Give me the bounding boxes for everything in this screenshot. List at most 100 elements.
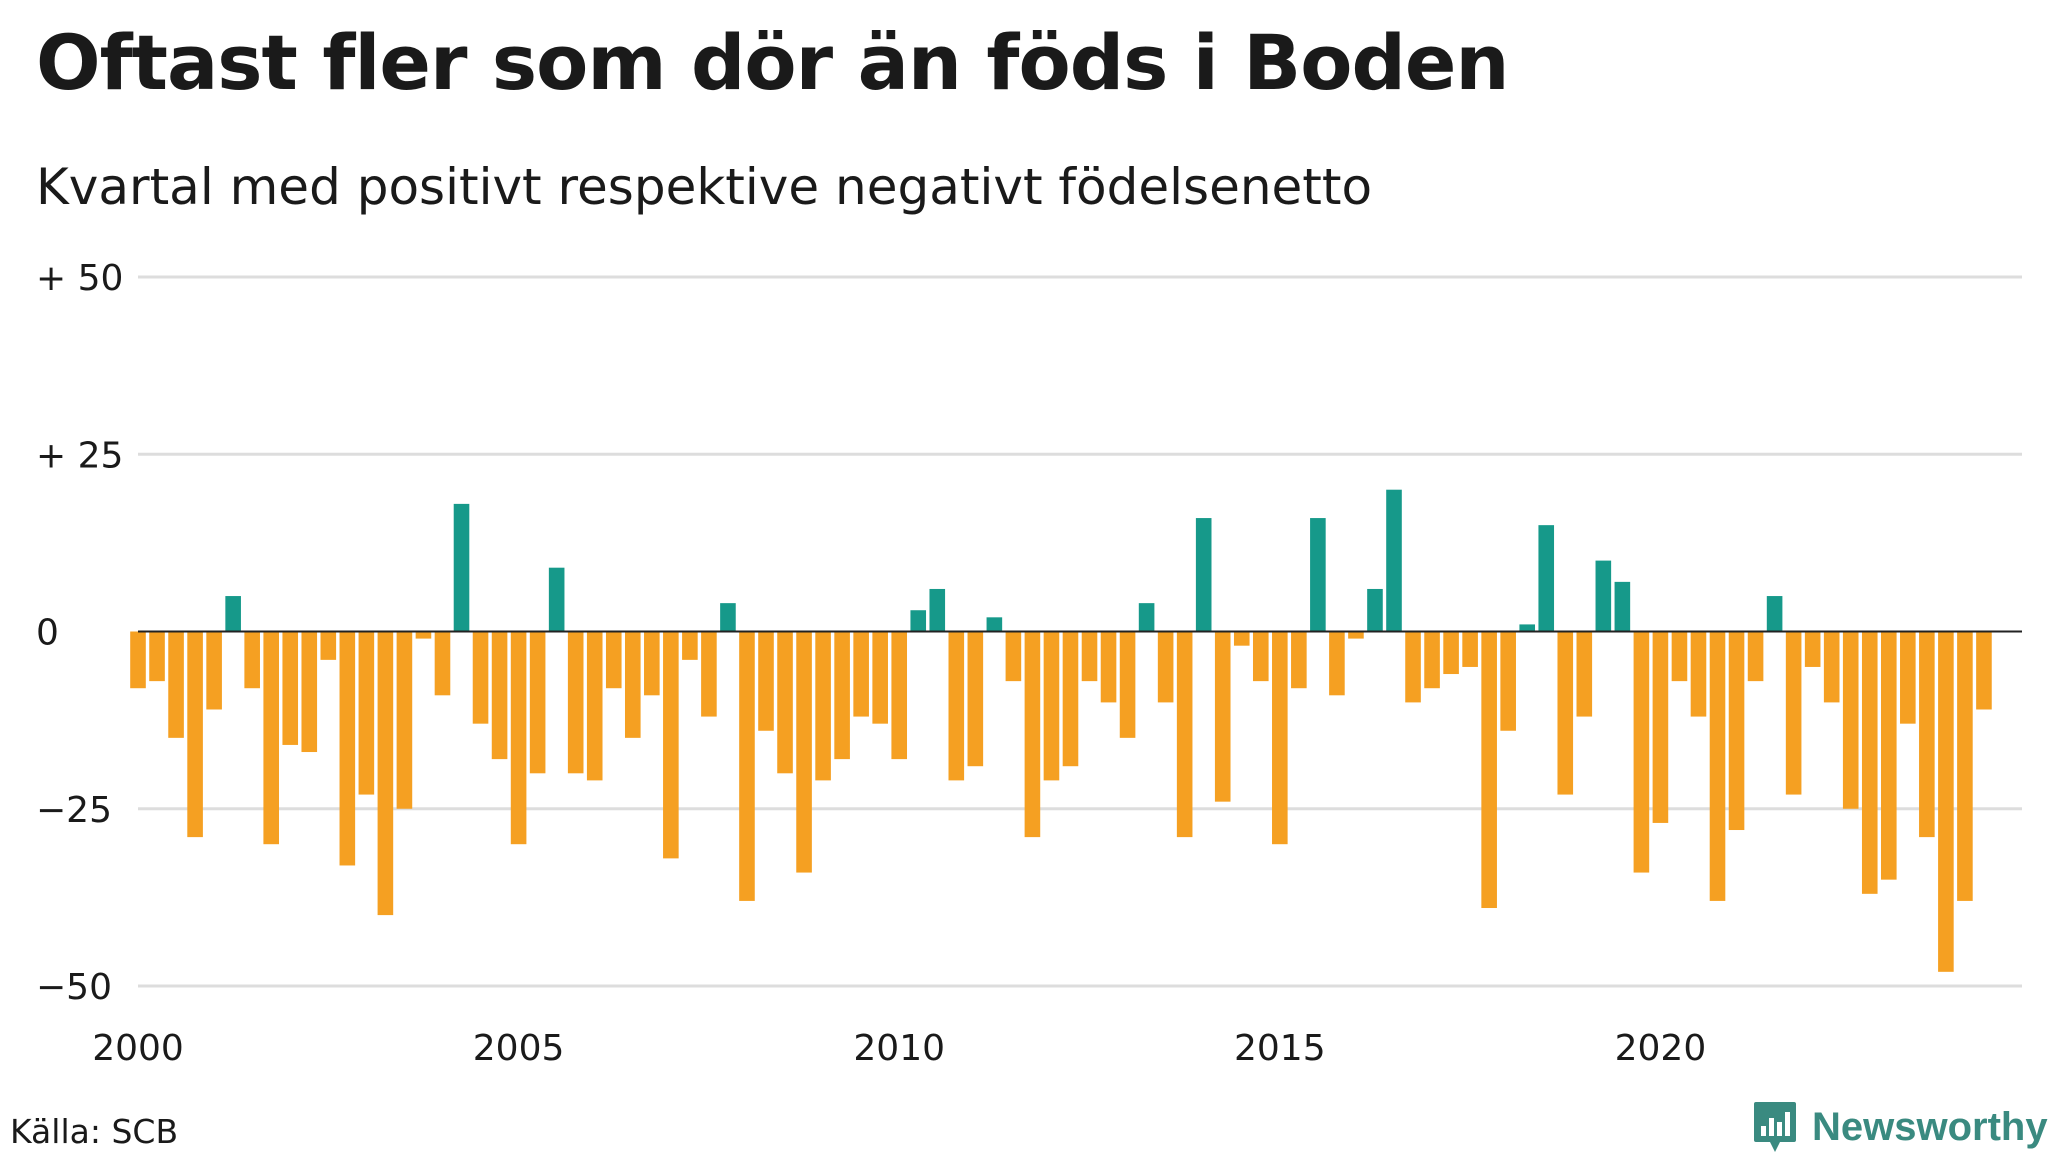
y-tick-label: −50 <box>36 967 112 1008</box>
y-tick-label: + 25 <box>36 435 123 476</box>
gridlines <box>138 275 2022 988</box>
bar <box>644 631 660 696</box>
bar <box>1405 631 1421 703</box>
bar <box>339 631 356 866</box>
bar <box>358 631 375 795</box>
bar <box>1462 631 1478 667</box>
bar <box>149 631 165 682</box>
bar <box>853 631 869 717</box>
bar <box>1005 631 1022 682</box>
bar <box>1138 603 1155 632</box>
bar <box>624 631 641 738</box>
bar <box>282 631 299 745</box>
bar <box>1062 631 1079 767</box>
bar <box>434 631 451 696</box>
bar <box>682 631 698 660</box>
bar <box>872 631 888 724</box>
bar <box>1519 624 1536 632</box>
bar <box>1043 631 1060 781</box>
bar <box>720 603 736 632</box>
bar <box>739 631 755 901</box>
bar <box>187 631 203 838</box>
x-tick-label: 2015 <box>1234 1028 1326 1069</box>
bar <box>891 631 908 760</box>
bar <box>986 617 1003 632</box>
bar <box>1671 631 1688 682</box>
bar <box>815 631 831 781</box>
bar <box>1633 631 1650 873</box>
bar <box>777 631 793 774</box>
newsworthy-logo-icon <box>1754 1102 1796 1152</box>
bar <box>1728 631 1745 831</box>
bar <box>586 631 603 781</box>
y-axis-labels: + 50 + 25 0 −25 −50 <box>36 258 123 1008</box>
bar <box>1652 631 1669 823</box>
bar <box>510 631 527 845</box>
bar <box>1500 631 1516 731</box>
bar <box>1614 581 1631 632</box>
bar <box>1443 631 1459 675</box>
bar <box>701 631 717 717</box>
bar <box>396 631 413 809</box>
bar <box>1386 489 1402 632</box>
bar <box>1538 525 1555 632</box>
bar <box>1766 596 1783 632</box>
bar <box>967 631 984 767</box>
bar <box>472 631 489 724</box>
bar <box>1481 631 1497 909</box>
x-tick-label: 2000 <box>92 1028 184 1069</box>
bar <box>377 631 394 916</box>
chart-subtitle: Kvartal med positivt respektive negativt… <box>36 158 1373 216</box>
bar <box>1329 631 1345 696</box>
bar <box>1557 631 1574 795</box>
bar <box>1195 518 1212 632</box>
newsworthy-logo[interactable]: Newsworthy <box>1752 1100 2048 1154</box>
bar <box>910 610 927 632</box>
y-tick-label: 0 <box>36 613 59 654</box>
bar <box>1310 518 1326 632</box>
y-tick-label: −25 <box>36 790 112 831</box>
bar <box>1252 631 1269 682</box>
bar <box>168 631 184 738</box>
bar <box>1842 631 1859 809</box>
bar-chart: + 50 + 25 0 −25 −50 2000 2005 2010 2015 2020 <box>36 258 2022 1069</box>
bar <box>301 631 318 753</box>
bar <box>453 503 470 632</box>
bar <box>1100 631 1117 703</box>
bar <box>548 567 565 632</box>
bar <box>834 631 850 760</box>
bar <box>1424 631 1440 689</box>
bar <box>244 631 260 689</box>
bar <box>1367 588 1383 632</box>
bar <box>1233 631 1250 646</box>
bar <box>1348 631 1364 639</box>
bar <box>796 631 812 873</box>
bar <box>1709 631 1726 901</box>
bar <box>1576 631 1593 717</box>
y-tick-label: + 50 <box>36 258 123 299</box>
bar <box>1804 631 1821 667</box>
bar <box>1176 631 1193 838</box>
x-tick-label: 2010 <box>853 1028 945 1069</box>
bar <box>1291 631 1307 689</box>
bar <box>1823 631 1840 703</box>
bar <box>1880 631 1897 880</box>
bar <box>1119 631 1136 738</box>
bar <box>1081 631 1098 682</box>
bar <box>1747 631 1764 682</box>
bar <box>130 631 146 689</box>
bar <box>1900 631 1916 724</box>
x-axis-labels: 2000 2005 2010 2015 2020 <box>92 1028 1706 1069</box>
bar <box>263 631 280 845</box>
bar <box>1272 631 1288 845</box>
x-tick-label: 2020 <box>1615 1028 1707 1069</box>
bar <box>225 596 241 632</box>
bar <box>663 631 679 859</box>
x-tick-label: 2005 <box>473 1028 565 1069</box>
bar <box>1861 631 1878 894</box>
bar <box>1957 631 1973 901</box>
bars <box>130 489 1992 972</box>
source-note: Källa: SCB <box>10 1112 179 1151</box>
bar <box>929 588 946 632</box>
bar <box>320 631 337 660</box>
